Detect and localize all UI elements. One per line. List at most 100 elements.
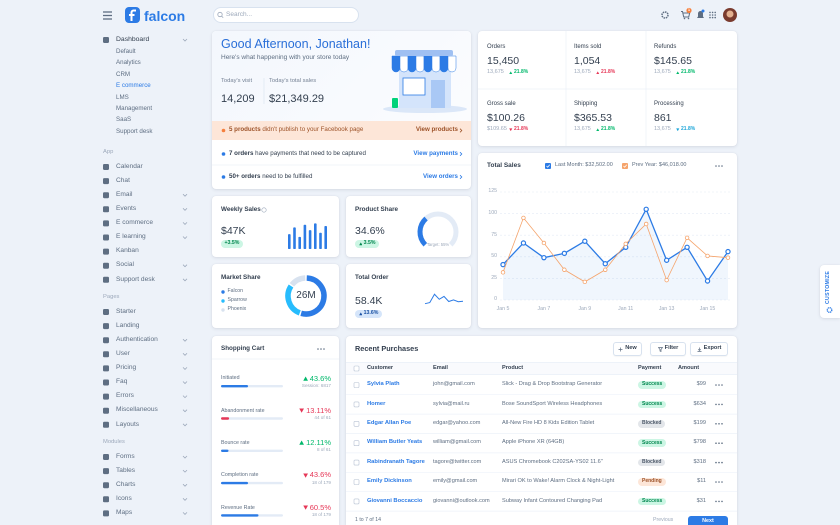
gauge-target: Target: 55% (426, 242, 450, 247)
nav-item[interactable]: User (116, 350, 130, 357)
nav-item[interactable]: Errors (116, 392, 134, 400)
nav-chevron (182, 483, 188, 487)
nav-item[interactable]: Starter (116, 307, 136, 315)
chart-title: Total Sales (487, 161, 521, 169)
cart-badge: 1 (687, 7, 691, 13)
cart-row-label: Revenue Rate (221, 504, 255, 511)
settings-icon (661, 11, 669, 19)
nav-item[interactable]: Chat (116, 176, 130, 184)
nav-item[interactable]: Kanban (116, 247, 139, 255)
stat-change: 21.8% (596, 70, 615, 75)
trend-arrow-shape (299, 440, 305, 445)
cell-customer[interactable]: Sylvia Plath (367, 381, 400, 388)
search-box[interactable] (213, 7, 359, 23)
nav-item[interactable]: E learning (116, 233, 146, 241)
nav-icon (103, 234, 109, 241)
cell-customer[interactable]: Emily Dickinson (367, 478, 412, 485)
notice-strong: 5 products (229, 126, 261, 133)
trend-arrow-shape (358, 242, 362, 246)
cart-row-sub: 18 of 179 (311, 511, 331, 517)
cell-customer[interactable]: Edgar Allan Poe (367, 419, 412, 426)
nav-subitem[interactable]: Default (116, 47, 136, 55)
nav-chevron (182, 469, 188, 473)
stat-value: 861 (654, 111, 672, 124)
stat-value: $21,349.29 (269, 92, 325, 105)
nav-chevron (182, 367, 188, 370)
nav-subitem[interactable]: Support desk (116, 127, 153, 135)
nav-icon (103, 407, 109, 414)
search-placeholder: Search... (226, 10, 253, 18)
legend-label: Falcon (227, 288, 244, 295)
notice-link[interactable]: View orders (423, 172, 458, 180)
cell-payment: Success (638, 439, 667, 447)
cart-row-label: Abandonment rate (221, 407, 265, 414)
customize-tab[interactable] (820, 265, 840, 318)
legend-label[interactable]: Prev Year: $46,018.00 (632, 162, 687, 169)
cell-customer[interactable]: Giovanni Boccaccio (367, 497, 423, 504)
cart-row-value: 13.11% (299, 407, 331, 415)
nav-item[interactable]: Faq (116, 378, 128, 386)
trend-arrow-shape (676, 71, 680, 74)
nav-item[interactable]: Calendar (116, 162, 143, 170)
nav-subitem[interactable]: E commerce (116, 82, 151, 90)
nav-icon (103, 220, 109, 227)
notice-link[interactable]: View payments (413, 149, 458, 157)
nav-section-label: Modules (103, 439, 125, 446)
nav-icon (103, 468, 109, 475)
notice-text: 7 orders have payments that need to be c… (229, 150, 366, 157)
action-button[interactable]: Filter (650, 342, 686, 356)
nav-chevron (182, 193, 188, 197)
column-header: Email (433, 364, 448, 371)
pagination-prev[interactable]: Previous (653, 517, 674, 524)
notice-link[interactable]: View products (415, 126, 458, 134)
nav-item[interactable]: Icons (116, 495, 132, 502)
nav-item[interactable]: Events (116, 205, 137, 212)
stat-label: Today's visit (221, 78, 253, 85)
nav-item[interactable]: Social (116, 261, 134, 269)
stat-compare: 13,675 (574, 125, 591, 132)
logo-icon-mark (129, 9, 136, 21)
trend-arrow (676, 128, 680, 131)
cell-customer[interactable]: Rabindranath Tagore (367, 458, 425, 465)
card-badge: 13.6% (355, 310, 382, 318)
nav-item[interactable]: Email (116, 190, 133, 198)
nav-icon (103, 192, 109, 199)
stat-change: 21.8% (676, 70, 695, 75)
cell-customer[interactable]: William Butler Yeats (367, 439, 423, 446)
nav-item[interactable]: Maps (116, 509, 133, 517)
nav-subitem[interactable]: Analytics (116, 59, 141, 67)
nav-item[interactable]: Tables (116, 466, 136, 474)
nav-item[interactable]: Landing (116, 321, 140, 329)
nav-icon (103, 178, 109, 185)
cell-customer[interactable]: Homer (367, 400, 386, 407)
nav-item[interactable]: Layouts (116, 420, 140, 428)
stat-compare: 13,675 (487, 68, 504, 75)
action-button[interactable]: Export (690, 342, 728, 356)
nav-item[interactable]: E commerce (116, 219, 154, 227)
table-range: 1 to 7 of 14 (355, 517, 381, 524)
nav-subitem[interactable]: Management (116, 104, 153, 112)
card-value: 34.6% (355, 224, 385, 237)
nav-item[interactable]: Forms (116, 452, 135, 460)
cell-email: emily@gmail.com (433, 478, 478, 485)
y-tick-label: 75 (491, 231, 497, 238)
stat-compare: 13,675 (654, 68, 671, 75)
nav-item[interactable]: Authentication (116, 335, 158, 343)
nav-item[interactable]: Charts (116, 480, 136, 488)
nav-icon (103, 351, 109, 358)
cell-payment: Pending (638, 478, 666, 486)
nav-item[interactable]: Pricing (116, 364, 137, 372)
cell-amount: $634 (693, 400, 706, 407)
nav-chevron (182, 498, 188, 501)
nav-item[interactable]: Miscellaneous (116, 406, 158, 414)
nav-item[interactable]: Support desk (116, 275, 155, 283)
nav-subitem[interactable]: CRM (116, 70, 131, 78)
nav-subitem[interactable]: SaaS (116, 116, 132, 124)
legend-label[interactable]: Last Month: $32,502.00 (555, 162, 613, 169)
nav-item[interactable]: Dashboard (116, 35, 150, 43)
action-button[interactable]: New (613, 342, 642, 356)
apps-icon-dot (711, 14, 714, 16)
legend-label: Sparrow (227, 297, 247, 304)
nav-subitem[interactable]: LMS (116, 93, 129, 101)
pagination-next[interactable]: Next (688, 516, 728, 525)
